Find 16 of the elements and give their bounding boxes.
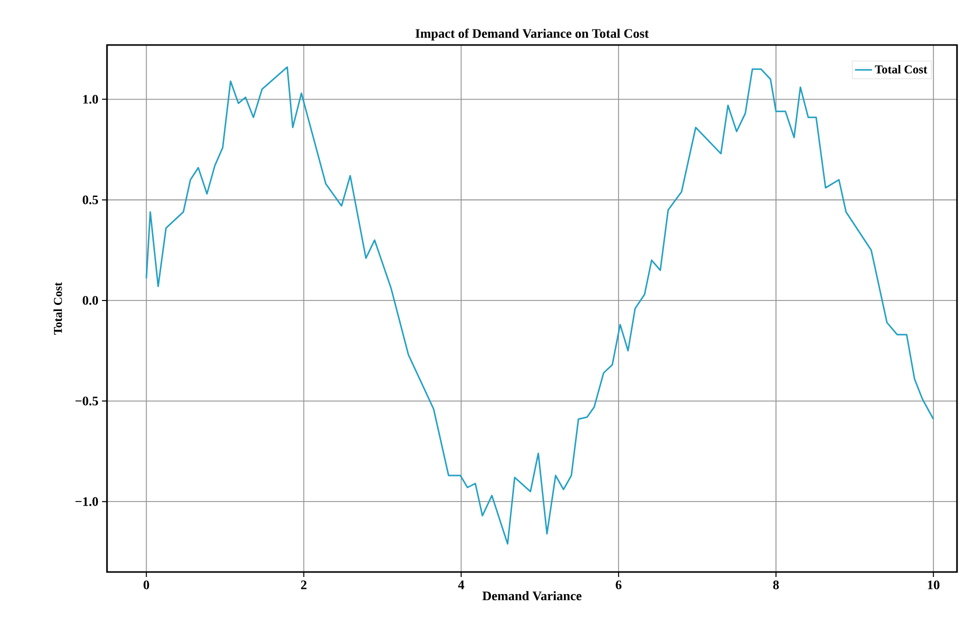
x-tick-label: 0: [144, 580, 150, 590]
legend-label: Total Cost: [874, 64, 928, 74]
x-tick-label: 4: [458, 580, 464, 590]
y-tick-label: −0.5: [76, 396, 98, 406]
y-tick-label: 0.0: [82, 296, 98, 305]
y-tick-label: 0.5: [82, 195, 98, 204]
y-tick-label: −1.0: [76, 497, 98, 506]
x-tick-label: 8: [773, 580, 779, 590]
line-series: [146, 66, 934, 545]
x-tick-label: 2: [301, 580, 306, 590]
chart-title: Impact of Demand Variance on Total Cost: [416, 28, 649, 40]
y-tick-label: 1.0: [83, 94, 98, 104]
x-tick-label: 6: [616, 580, 622, 590]
x-axis-title: Demand Variance: [482, 591, 582, 600]
y-axis-title: Total Cost: [54, 282, 62, 335]
x-tick-label: 10: [928, 580, 940, 590]
